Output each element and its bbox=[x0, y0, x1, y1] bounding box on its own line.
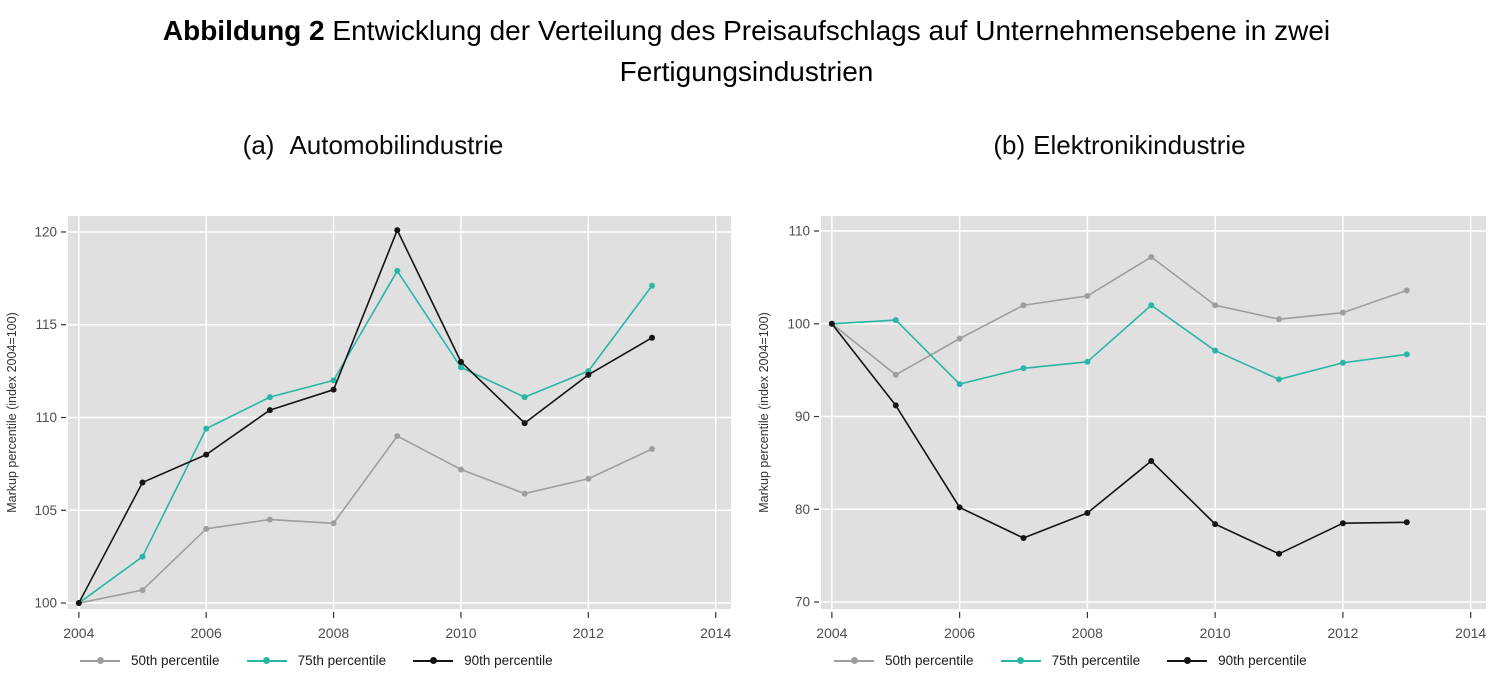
panel-background bbox=[68, 216, 731, 609]
series-50th-percentile bbox=[828, 253, 1410, 378]
chart-b-label-prefix: (b) bbox=[993, 130, 1026, 160]
legend-item-90th: 90th percentile bbox=[1167, 653, 1307, 668]
chart-a-legend: 50th percentile 75th percentile 90th per… bbox=[0, 653, 746, 668]
legend-key-90th-icon bbox=[413, 654, 454, 668]
panel-background bbox=[821, 216, 1486, 609]
svg-text:2006: 2006 bbox=[944, 625, 975, 641]
svg-text:2008: 2008 bbox=[1072, 625, 1103, 641]
figure-title-line1: Abbildung 2 Entwicklung der Verteilung d… bbox=[0, 10, 1493, 51]
figure-number: Abbildung 2 bbox=[162, 15, 325, 46]
series-50th-percentile bbox=[75, 433, 656, 607]
svg-text:110: 110 bbox=[35, 410, 57, 425]
x-tick-labels: 2004 2006 2008 2010 2012 2014 bbox=[816, 625, 1486, 641]
legend-label-90th: 90th percentile bbox=[1218, 653, 1307, 668]
svg-text:2008: 2008 bbox=[318, 625, 349, 641]
legend-label-75th: 75th percentile bbox=[297, 653, 387, 668]
series-90th-percentile bbox=[75, 227, 656, 607]
svg-text:2004: 2004 bbox=[816, 625, 847, 641]
chart-b-title: (b) Elektronikindustrie bbox=[746, 126, 1493, 164]
chart-b: (b) Elektronikindustrie 70 80 90 100 110 2004 2… bbox=[746, 126, 1493, 668]
svg-text:70: 70 bbox=[795, 595, 810, 610]
chart-a-plot: 100 105 110 115 120 2004 2006 2008 2010 2012 2014 M… bbox=[5, 216, 731, 641]
chart-a: (a) Automobilindustrie 100 105 110 115 120 200… bbox=[0, 126, 746, 668]
figure-title: Abbildung 2 Entwicklung der Verteilung d… bbox=[0, 0, 1493, 92]
chart-a-title: (a) Automobilindustrie bbox=[0, 126, 746, 164]
svg-text:2006: 2006 bbox=[191, 625, 222, 641]
svg-text:115: 115 bbox=[35, 317, 57, 332]
x-tick-labels: 2004 2006 2008 2010 2012 2014 bbox=[63, 625, 731, 641]
tick-marks bbox=[61, 231, 717, 618]
legend-key-90th-icon bbox=[1167, 654, 1208, 668]
legend-item-50th: 50th percentile bbox=[80, 653, 220, 668]
legend-item-90th: 90th percentile bbox=[413, 653, 553, 668]
svg-text:80: 80 bbox=[795, 502, 810, 517]
svg-text:2010: 2010 bbox=[1200, 625, 1231, 641]
legend-item-50th: 50th percentile bbox=[834, 653, 974, 668]
svg-text:110: 110 bbox=[788, 224, 810, 239]
y-tick-labels: 70 80 90 100 110 bbox=[787, 224, 810, 610]
gridlines bbox=[68, 216, 731, 609]
svg-text:2010: 2010 bbox=[445, 625, 476, 641]
y-axis-label: Markup percentile (index 2004=100) bbox=[757, 312, 771, 512]
svg-text:120: 120 bbox=[34, 224, 57, 239]
svg-text:100: 100 bbox=[34, 596, 57, 611]
y-tick-labels: 100 105 110 115 120 bbox=[34, 224, 57, 610]
legend-key-75th-icon bbox=[246, 654, 287, 668]
legend-label-75th: 75th percentile bbox=[1051, 653, 1141, 668]
figure-title-line2: Fertigungsindustrien bbox=[619, 56, 874, 87]
y-axis-label: Markup percentile (index 2004=100) bbox=[5, 312, 19, 512]
legend-item-75th: 75th percentile bbox=[246, 653, 387, 668]
chart-b-legend: 50th percentile 75th percentile 90th per… bbox=[746, 653, 1493, 668]
figure-title-text: Entwicklung der Verteilung des Preisaufs… bbox=[324, 15, 1331, 46]
legend-label-50th: 50th percentile bbox=[131, 653, 220, 668]
legend-item-75th: 75th percentile bbox=[1000, 653, 1141, 668]
svg-text:105: 105 bbox=[34, 503, 57, 518]
svg-text:2012: 2012 bbox=[573, 625, 604, 641]
svg-text:100: 100 bbox=[787, 316, 810, 331]
gridlines bbox=[821, 216, 1486, 609]
svg-text:2014: 2014 bbox=[700, 625, 731, 641]
legend-key-50th-icon bbox=[80, 654, 120, 668]
svg-text:2004: 2004 bbox=[63, 625, 94, 641]
svg-text:2012: 2012 bbox=[1327, 625, 1358, 641]
figure: Abbildung 2 Entwicklung der Verteilung d… bbox=[0, 0, 1493, 668]
legend-key-75th-icon bbox=[1000, 654, 1041, 668]
chart-b-label-name: Elektronikindustrie bbox=[1033, 130, 1246, 160]
legend-key-50th-icon bbox=[834, 654, 874, 668]
tick-marks bbox=[814, 230, 1472, 618]
svg-text:90: 90 bbox=[795, 409, 810, 424]
chart-a-label-prefix: (a) bbox=[242, 130, 275, 160]
series-90th-percentile bbox=[828, 320, 1410, 557]
legend-label-50th: 50th percentile bbox=[885, 653, 974, 668]
chart-b-plot: 70 80 90 100 110 2004 2006 2008 2010 2012 2014 Mark… bbox=[757, 216, 1486, 641]
legend-label-90th: 90th percentile bbox=[464, 653, 553, 668]
svg-text:2014: 2014 bbox=[1455, 625, 1486, 641]
chart-a-label-name: Automobilindustrie bbox=[289, 130, 504, 160]
charts-row: (a) Automobilindustrie 100 105 110 115 120 200… bbox=[0, 126, 1493, 668]
